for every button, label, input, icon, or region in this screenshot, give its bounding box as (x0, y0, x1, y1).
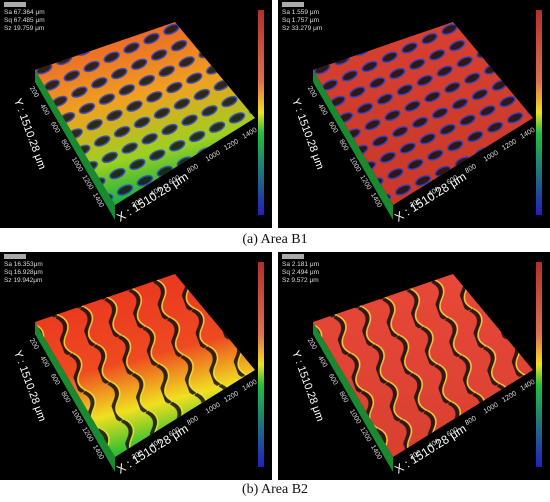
caption: (a) Area B1 (242, 232, 308, 247)
y-tick-label: 600 (327, 121, 339, 135)
y-tick-label: 600 (49, 373, 61, 387)
y-tick-label: 800 (337, 391, 349, 405)
x-tick-label: 800 (186, 415, 200, 427)
logo (282, 254, 304, 259)
surface-texture (35, 274, 255, 457)
surface-side (313, 70, 393, 220)
stat: Sa 2.181 μm (282, 261, 319, 268)
surface-texture (313, 22, 533, 205)
surface-texture (313, 274, 533, 457)
x-tick-label: 200 (131, 449, 145, 461)
stat: Sq 16.928μm (4, 269, 43, 276)
x-tick-label: 800 (186, 163, 200, 175)
x-tick-label: 600 (446, 426, 460, 438)
stat: Sz 9.572 μm (282, 277, 319, 284)
x-tick-label: 800 (464, 415, 478, 427)
surface-side (35, 70, 115, 220)
y-tick-label: 600 (49, 121, 61, 135)
y-tick-label: 400 (38, 103, 50, 117)
y-tick-label: 600 (327, 373, 339, 387)
y-tick-label: 800 (59, 391, 71, 405)
x-tick-label: 200 (409, 449, 423, 461)
colorbar (258, 10, 264, 215)
surface-texture (35, 22, 255, 205)
x-tick-label: 200 (409, 197, 423, 209)
y-tick-label: 400 (316, 355, 328, 369)
stat: Sa 1.559 μm (282, 9, 319, 16)
colorbar (258, 262, 264, 467)
stat: Sq 1.757 μm (282, 17, 319, 24)
y-tick-label: 200 (28, 85, 40, 99)
x-tick-label: 600 (168, 426, 182, 438)
y-tick-label: 200 (306, 337, 318, 351)
stat: Sz 19.942μm (4, 277, 42, 284)
x-tick-label: 400 (427, 438, 441, 450)
caption: (b) Area B2 (241, 482, 309, 497)
x-tick-label: 400 (149, 438, 163, 450)
stat: Sz 33.279 μm (282, 25, 322, 32)
logo (282, 2, 304, 7)
x-tick-label: 600 (446, 174, 460, 186)
surface-side (313, 322, 393, 472)
stat: Sq 67.485 μm (4, 17, 45, 24)
logo (4, 2, 26, 7)
x-tick-label: 200 (131, 197, 145, 209)
y-tick-label: 400 (38, 355, 50, 369)
y-tick-label: 200 (306, 85, 318, 99)
surface-side (35, 322, 115, 472)
logo (4, 254, 26, 259)
x-tick-label: 400 (149, 186, 163, 198)
y-tick-label: 800 (337, 139, 349, 153)
stat: Sq 2.494 μm (282, 269, 319, 276)
colorbar (536, 262, 542, 467)
y-tick-label: 400 (316, 103, 328, 117)
stat: Sz 19.759 μm (4, 25, 44, 32)
x-tick-label: 400 (427, 186, 441, 198)
y-tick-label: 200 (28, 337, 40, 351)
colorbar (536, 10, 542, 215)
x-tick-label: 600 (168, 174, 182, 186)
x-tick-label: 800 (464, 163, 478, 175)
stat: Sa 67.364 μm (4, 9, 45, 16)
y-tick-label: 800 (59, 139, 71, 153)
stat: Sa 16.353μm (4, 261, 43, 268)
